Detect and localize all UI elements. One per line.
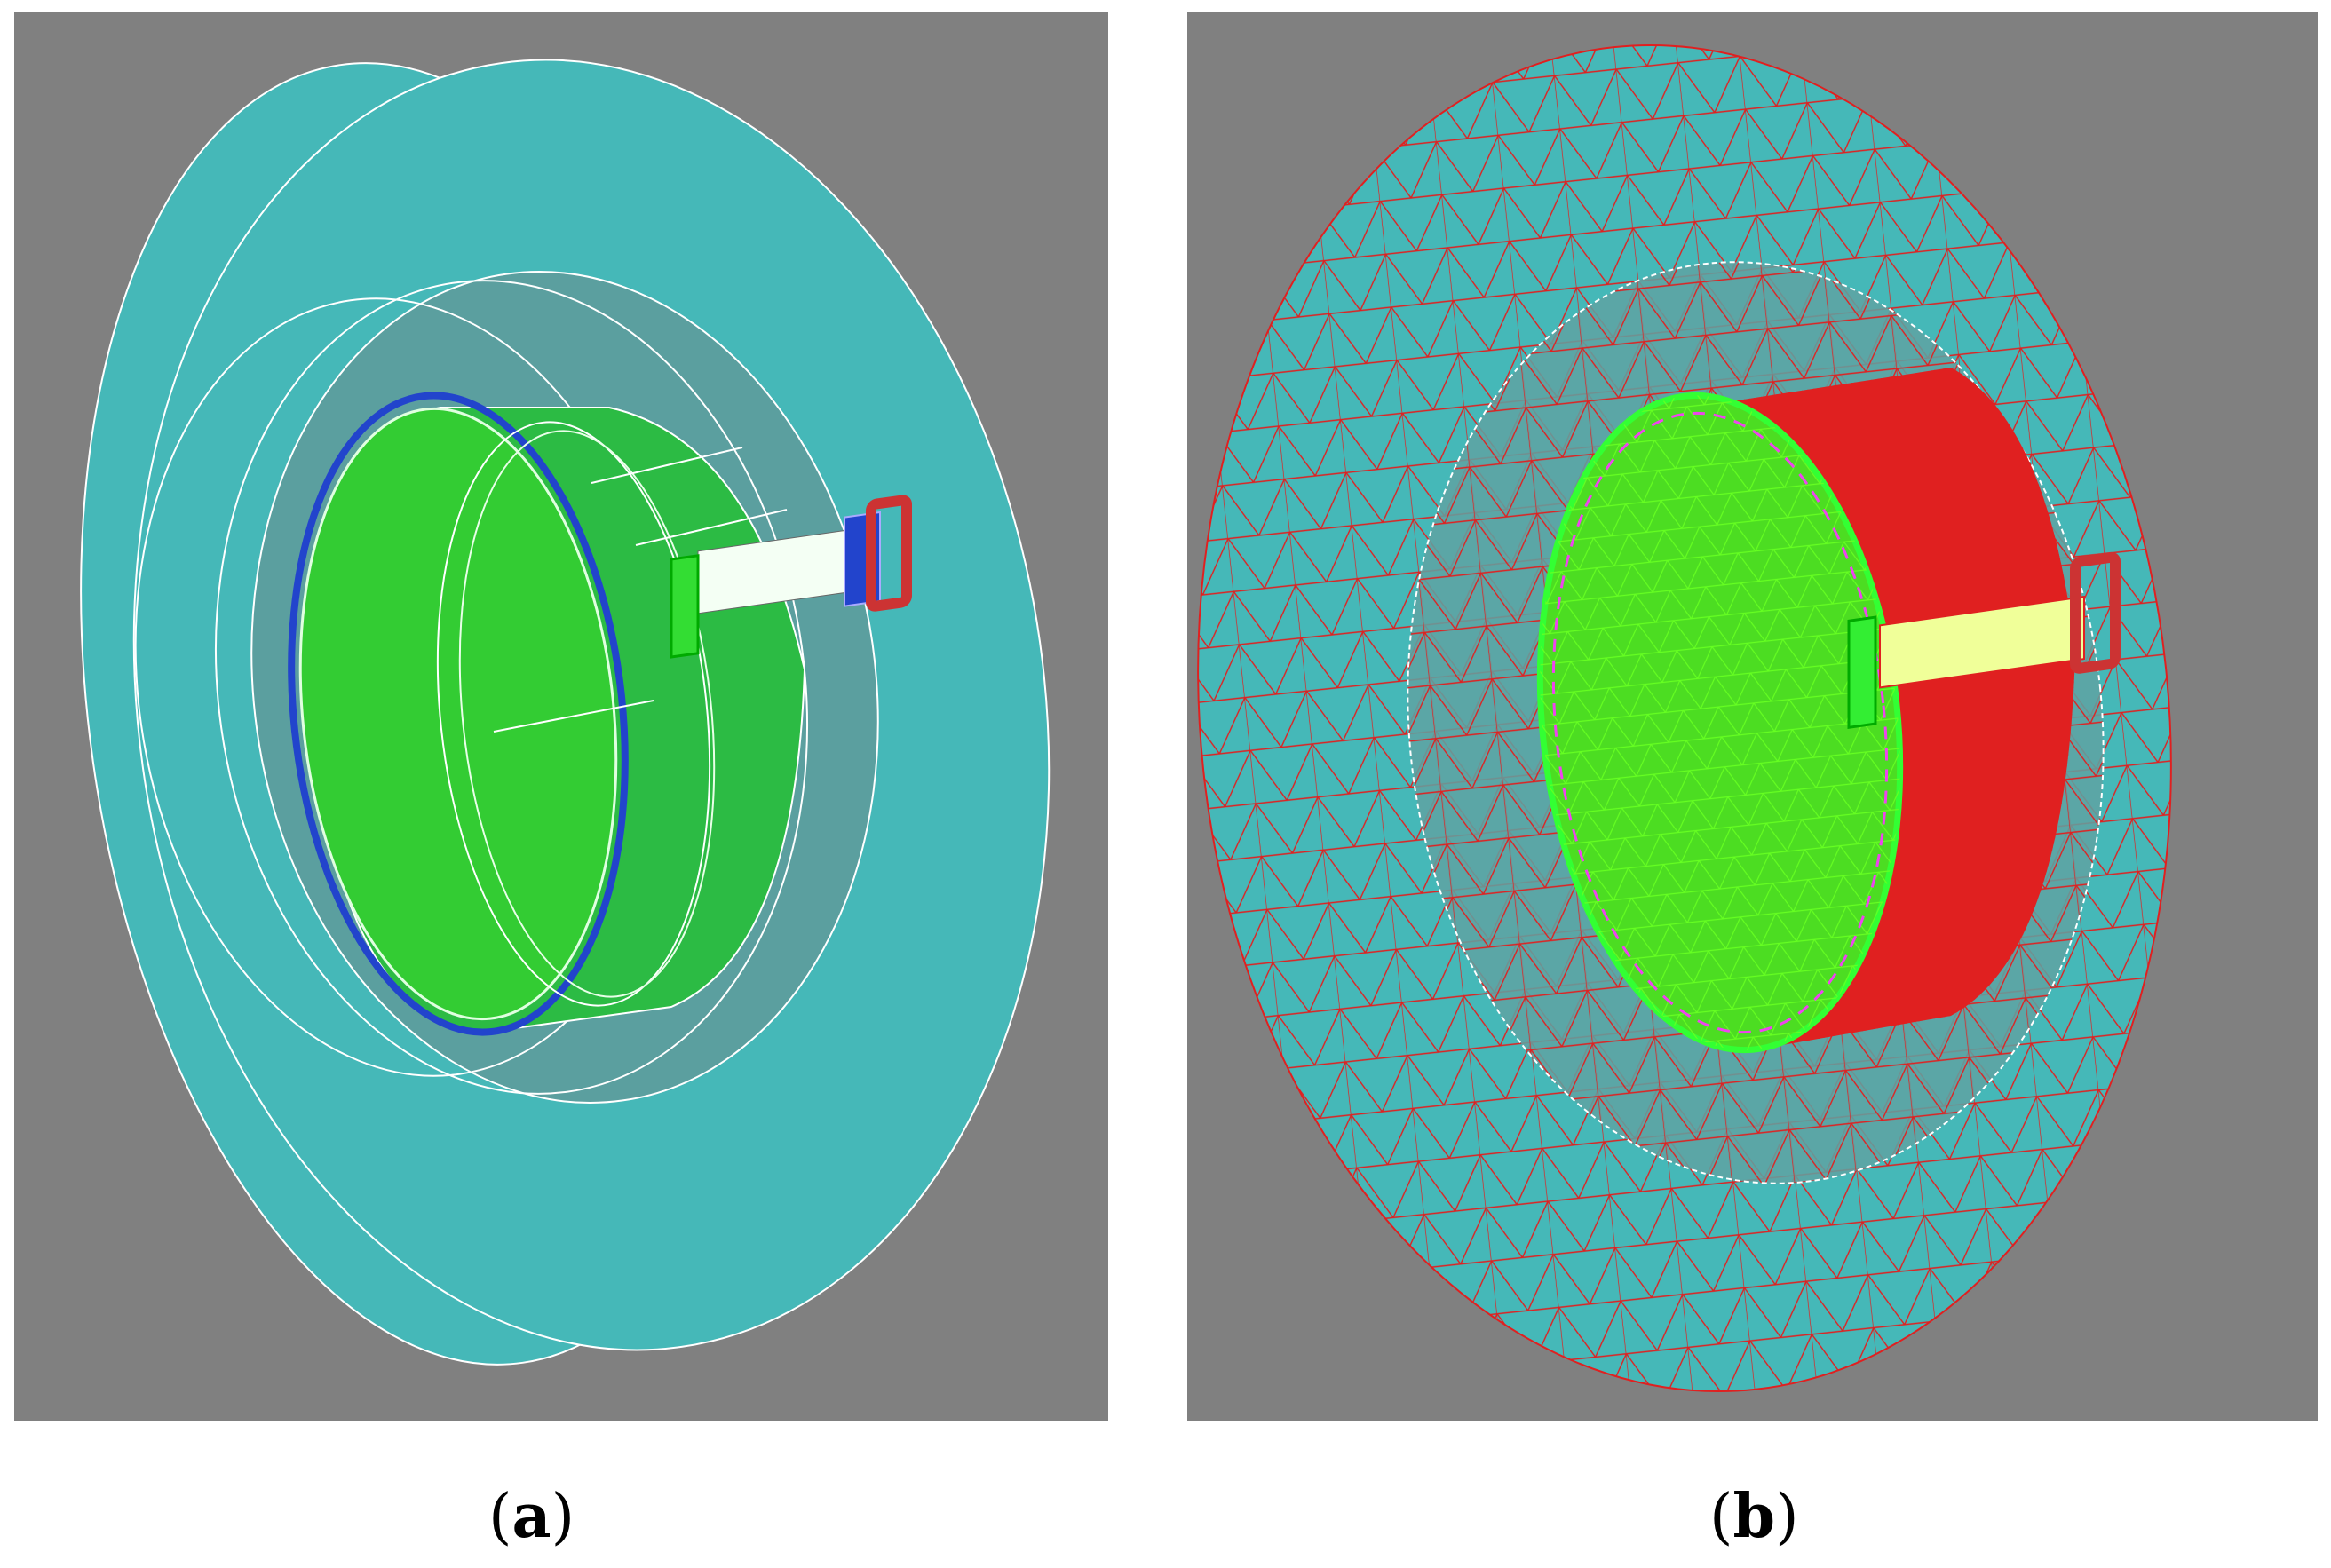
cylinder-edge-line bbox=[493, 700, 654, 733]
cylinder-front-face bbox=[298, 407, 618, 1021]
solid-model-drawing bbox=[80, 59, 1051, 1366]
caption-panel-a: (a) bbox=[488, 1481, 575, 1552]
cylinder-inner-ring bbox=[436, 421, 711, 1007]
mesh-front-face-tris bbox=[1540, 395, 1900, 1050]
sensor-assembly bbox=[670, 495, 912, 659]
cylinder-top-line bbox=[591, 447, 743, 484]
cylinder-top-line-2 bbox=[635, 509, 788, 546]
mesh-green-yoke bbox=[1847, 615, 1877, 730]
panel-b-mesh-model bbox=[1187, 12, 2318, 1421]
caption-panel-b: (b) bbox=[1709, 1481, 1799, 1552]
coil-blue-rim bbox=[288, 392, 629, 1036]
mesh-magenta-ring bbox=[1551, 411, 1889, 1034]
mesh-sensor-bridge bbox=[1879, 595, 2085, 689]
mesh-model-drawing bbox=[1197, 44, 2172, 1392]
caption-panel-a-letter: a bbox=[511, 1481, 551, 1552]
inner-recess-edge bbox=[214, 280, 809, 1095]
mesh-sensor-assembly bbox=[1847, 551, 2121, 730]
red-core bbox=[866, 495, 912, 612]
mesh-red-core bbox=[2070, 551, 2121, 674]
caption-panel-b-letter: b bbox=[1732, 1481, 1776, 1552]
cylinder-inner-ring-2 bbox=[458, 430, 716, 998]
panel-a-solid-model bbox=[14, 12, 1108, 1421]
green-yoke bbox=[670, 554, 700, 659]
